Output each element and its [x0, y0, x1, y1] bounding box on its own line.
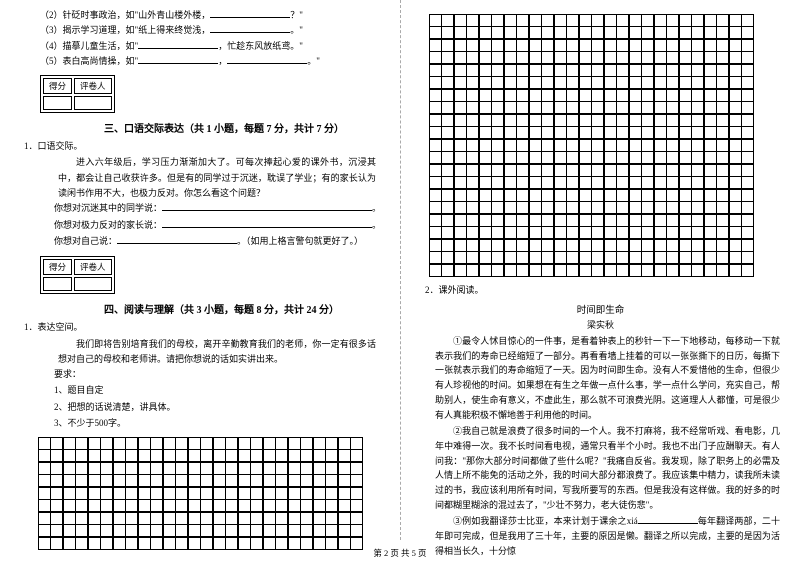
section-4-title: 四、阅读与理解（共 3 小题，每题 8 分，共计 24 分） — [104, 301, 386, 316]
q3-line3-tail: 。（如用上格言警句就更好了。） — [237, 236, 363, 246]
essay-p1: ①最令人怵目惊心的一件事，是看着钟表上的秒针一下一下地移动，每移动一下就表示我们… — [435, 334, 780, 423]
fill-item-5: （5）表白高尚情操，如" ， 。" — [40, 54, 386, 69]
blank-line[interactable] — [162, 201, 372, 211]
essay-title: 时间即生命 — [415, 302, 786, 316]
fill-item-4: （4）描摹儿童生活，如" ，忙趁东风放纸鸢。" — [40, 39, 386, 54]
fill-item-text: 针砭时事政治，如"山外青山楼外楼， — [63, 10, 211, 20]
essay-p2: ②我自己就是浪费了很多时间的一个人。我不打麻将，我不经常听戏、看电影，几年中难得… — [435, 424, 780, 513]
q3-line3: 你想对自己说： 。（如用上格言警句就更好了。） — [14, 234, 386, 249]
req-3: 3、不少于500字。 — [14, 416, 386, 431]
page: （2）针砭时事政治，如"山外青山楼外楼， ？" （3）揭示学习道理，如"纸上得来终… — [0, 0, 800, 540]
q3-label: 1．口语交际。 — [14, 139, 386, 154]
q3-line1-label: 你想对沉迷其中的同学说： — [54, 203, 162, 213]
fill-item-tail: 。" — [307, 56, 320, 66]
q3-line2: 你想对极力反对的家长说：。 — [14, 218, 386, 233]
req-2: 2、把想的话说清楚，讲具体。 — [14, 400, 386, 415]
q4-body: 我们即将告别培育我们的母校，离开辛勤教育我们的老师，你一定有很多话想对自己的母校… — [18, 337, 376, 368]
score-header-marker: 评卷人 — [74, 259, 112, 275]
fill-item-mid: ，忙趁东风放纸鸢。" — [218, 41, 303, 51]
fill-item-text: 描摹儿童生活，如" — [63, 41, 139, 51]
blank-line[interactable] — [162, 218, 372, 228]
blank-line[interactable] — [210, 23, 290, 33]
req-label: 要求： — [14, 367, 386, 382]
fill-item-num: （5） — [40, 56, 63, 66]
blank-line[interactable] — [210, 8, 290, 18]
fill-item-text: 揭示学习道理，如"纸上得来终觉浅， — [63, 25, 211, 35]
fill-item-tail: 。" — [290, 25, 303, 35]
section-3-title: 三、口语交际表达（共 1 小题，每题 7 分，共计 7 分） — [104, 120, 386, 135]
score-cell[interactable] — [43, 96, 72, 110]
writing-grid-right[interactable] — [429, 14, 786, 277]
q3-line1: 你想对沉迷其中的同学说：。 — [14, 201, 386, 216]
score-header-marker: 评卷人 — [74, 78, 112, 94]
q3-body: 进入六年级后，学习压力渐渐加大了。可每次捧起心爱的课外书，沉浸其中，都会让自己收… — [18, 155, 376, 201]
essay-p3a: ③例如我翻译莎士比亚，本来计划于课余之xiá — [453, 516, 638, 526]
fill-item-num: （2） — [40, 10, 63, 20]
marker-cell[interactable] — [74, 277, 112, 291]
q2-label: 2．课外阅读。 — [415, 283, 786, 298]
req-1: 1、题目自定 — [14, 383, 386, 398]
fill-blank-block: （2）针砭时事政治，如"山外青山楼外楼， ？" （3）揭示学习道理，如"纸上得来终… — [14, 8, 386, 69]
score-box-2: 得分 评卷人 — [40, 256, 115, 294]
essay-author: 梁实秋 — [415, 318, 786, 331]
q4-label: 1．表达空间。 — [14, 320, 386, 335]
left-column: （2）针砭时事政治，如"山外青山楼外楼， ？" （3）揭示学习道理，如"纸上得来终… — [0, 0, 400, 540]
score-cell[interactable] — [43, 277, 72, 291]
blank-line[interactable] — [138, 39, 218, 49]
fill-item-num: （4） — [40, 41, 63, 51]
score-box: 得分 评卷人 — [40, 75, 115, 113]
fill-item-tail: ？" — [290, 10, 303, 20]
page-footer: 第 2 页 共 5 页 — [0, 547, 800, 559]
marker-cell[interactable] — [74, 96, 112, 110]
fill-item-2: （2）针砭时事政治，如"山外青山楼外楼， ？" — [40, 8, 386, 23]
fill-item-text: 表白高尚情操，如" — [63, 56, 139, 66]
fill-item-mid: ， — [218, 56, 227, 66]
writing-grid-left[interactable] — [38, 437, 386, 550]
score-header-score: 得分 — [43, 259, 72, 275]
blank-line[interactable] — [227, 54, 307, 64]
fill-item-3: （3）揭示学习道理，如"纸上得来终觉浅， 。" — [40, 23, 386, 38]
blank-line[interactable] — [138, 54, 218, 64]
score-header-score: 得分 — [43, 78, 72, 94]
q3-line2-label: 你想对极力反对的家长说： — [54, 220, 162, 230]
right-column: 2．课外阅读。 时间即生命 梁实秋 ①最令人怵目惊心的一件事，是看着钟表上的秒针… — [400, 0, 800, 540]
blank-line[interactable] — [638, 514, 698, 524]
fill-item-num: （3） — [40, 25, 63, 35]
blank-line[interactable] — [117, 234, 237, 244]
q3-line3-label: 你想对自己说： — [54, 236, 117, 246]
